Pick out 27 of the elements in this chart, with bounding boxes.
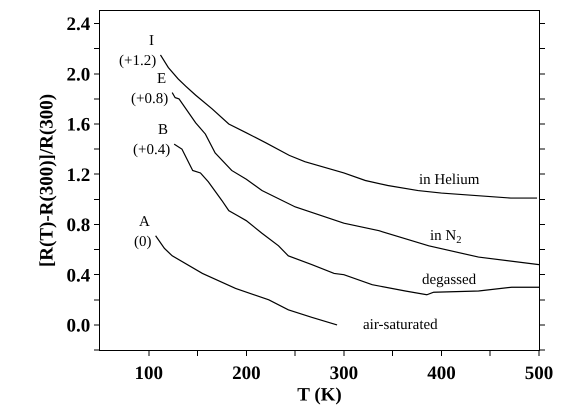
y-tick-label: 0.0: [66, 316, 90, 337]
y-tick-label: 2.0: [66, 64, 90, 86]
series-label: in Helium: [419, 172, 480, 188]
x-tick-label: 400: [427, 362, 456, 384]
x-tick-label: 300: [330, 362, 358, 384]
x-tick-label: 100: [134, 362, 164, 384]
line-series: [155, 235, 338, 326]
series-label: air-saturated: [363, 317, 438, 333]
x-tick-label: 500: [524, 362, 554, 384]
annotation: (+0.4): [133, 142, 170, 158]
y-tick-label: 0.4: [66, 265, 91, 286]
annotation: (+0.8): [131, 91, 168, 107]
annotation: E: [157, 71, 166, 87]
annotation: I: [149, 33, 154, 49]
y-tick-label: 1.6: [66, 114, 90, 136]
y-axis-title: [R(T)-R(300)]/R(300): [36, 94, 58, 268]
series-label: in N$_{2}$: [430, 228, 462, 246]
series-label: degassed: [422, 272, 477, 288]
x-axis-title: T (K): [297, 384, 342, 406]
y-tick-label: 2.4: [66, 14, 91, 36]
x-tick-label: 200: [232, 362, 261, 384]
annotation: B: [158, 122, 168, 138]
annotation: (+1.2): [119, 53, 156, 69]
annotation: (0): [134, 234, 152, 250]
y-tick-label: 0.8: [66, 215, 90, 236]
y-tick-label: 1.2: [66, 164, 90, 186]
annotation: A: [139, 214, 150, 230]
